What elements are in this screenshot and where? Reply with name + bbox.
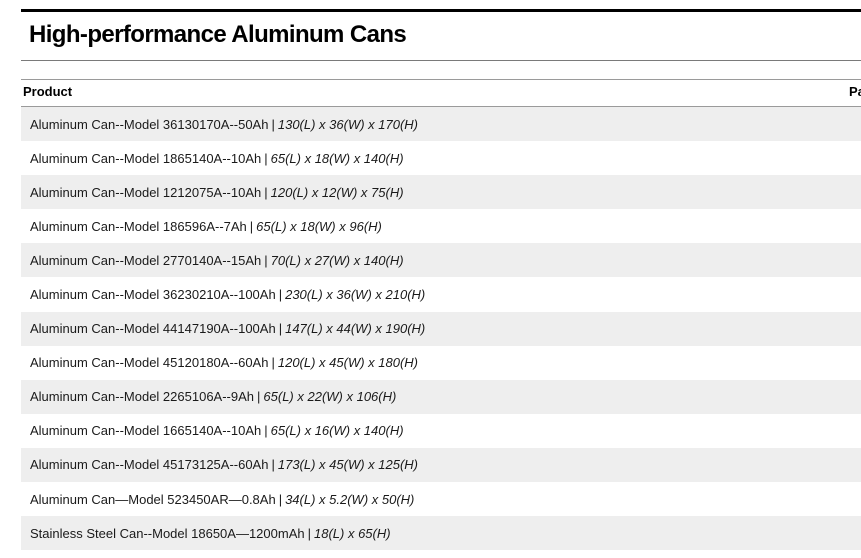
product-name: Aluminum Can--Model 44147190A--100Ah	[30, 321, 276, 337]
products-table: Product Pa Aluminum Can--Model 36130170A…	[21, 79, 861, 551]
product-name: Aluminum Can—Model 523450AR—0.8Ah	[30, 491, 276, 507]
table-row: Aluminum Can--Model 1865140A--10Ah | 65(L…	[21, 141, 861, 176]
table-row: Aluminum Can--Model 186596A--7Ah | 65(L) x…	[21, 209, 861, 244]
table-row: Aluminum Can--Model 1212075A--10Ah | 120(…	[21, 175, 861, 210]
product-dimensions: 173(L) x 45(W) x 125(H)	[277, 457, 419, 473]
separator: |	[278, 491, 283, 507]
product-name: Aluminum Can--Model 36130170A--50Ah	[30, 116, 269, 132]
product-dimensions: 130(L) x 36(W) x 170(H)	[277, 116, 419, 132]
product-name: Aluminum Can--Model 1665140A--10Ah	[30, 423, 262, 439]
product-name: Aluminum Can--Model 1865140A--10Ah	[30, 150, 262, 166]
separator: |	[249, 218, 254, 234]
product-dimensions: 65(L) x 18(W) x 140(H)	[270, 150, 404, 166]
table-row: Aluminum Can--Model 36130170A--50Ah | 130(…	[21, 107, 861, 142]
table-row: Aluminum Can--Model 36230210A--100Ah | 230…	[21, 277, 861, 312]
separator: |	[271, 457, 275, 473]
separator: |	[264, 150, 268, 166]
column-header-truncated: Pa	[849, 84, 861, 99]
product-dimensions: 120(L) x 45(W) x 180(H)	[277, 355, 419, 371]
page-title: High-performance Aluminum Cans	[29, 21, 407, 48]
product-name: Aluminum Can--Model 2770140A--15Ah	[30, 252, 262, 268]
separator: |	[271, 116, 275, 132]
table-row: Aluminum Can--Model 45120180A--60Ah | 120(…	[21, 345, 861, 380]
product-name: Aluminum Can--Model 36230210A--100Ah	[30, 287, 276, 303]
separator: |	[257, 389, 261, 405]
table-row: Stainless Steel Can--Model 18650A—1200mA…	[21, 516, 861, 551]
product-dimensions: 65(L) x 16(W) x 140(H)	[270, 423, 404, 439]
product-name: Aluminum Can--Model 2265106A--9Ah	[30, 389, 255, 405]
product-name: Aluminum Can--Model 1212075A--10Ah	[30, 184, 262, 200]
top-rule	[21, 9, 861, 12]
title-divider	[21, 60, 861, 61]
product-dimensions: 70(L) x 27(W) x 140(H)	[270, 252, 404, 268]
product-dimensions: 34(L) x 5.2(W) x 50(H)	[285, 491, 415, 507]
separator: |	[264, 423, 268, 439]
table-header: Product Pa	[21, 80, 861, 107]
table-row: Aluminum Can--Model 44147190A--100Ah | 14…	[21, 311, 861, 346]
product-dimensions: 65(L) x 22(W) x 106(H)	[263, 389, 397, 405]
separator: |	[271, 355, 275, 371]
product-dimensions: 65(L) x 18(W) x 96(H)	[256, 218, 382, 234]
column-header-product: Product	[23, 84, 73, 99]
table-body: Aluminum Can--Model 36130170A--50Ah | 130(…	[21, 107, 861, 551]
product-name: Aluminum Can--Model 186596A--7Ah	[30, 218, 247, 234]
table-row: Aluminum Can--Model 1665140A--10Ah | 65(L)…	[21, 413, 861, 448]
product-name: Stainless Steel Can--Model 18650A—1200mA…	[30, 525, 305, 541]
separator: |	[278, 321, 283, 337]
separator: |	[264, 252, 268, 268]
product-dimensions: 18(L) x 65(H)	[314, 525, 391, 541]
product-name: Aluminum Can--Model 45120180A--60Ah	[30, 355, 269, 371]
table-row: Aluminum Can--Model 2265106A--9Ah | 65(L)…	[21, 379, 861, 414]
separator: |	[307, 525, 311, 541]
separator: |	[264, 184, 268, 200]
separator: |	[278, 287, 283, 303]
table-row: Aluminum Can--Model 2770140A--15Ah | 70(L)…	[21, 243, 861, 278]
product-dimensions: 147(L) x 44(W) x 190(H)	[285, 321, 426, 337]
table-row: Aluminum Can--Model 45173125A--60Ah | 173(…	[21, 447, 861, 483]
product-dimensions: 230(L) x 36(W) x 210(H)	[285, 287, 426, 303]
table-row: Aluminum Can—Model 523450AR—0.8Ah | 34(L) …	[21, 482, 861, 517]
product-name: Aluminum Can--Model 45173125A--60Ah	[30, 457, 269, 473]
product-dimensions: 120(L) x 12(W) x 75(H)	[270, 184, 404, 200]
